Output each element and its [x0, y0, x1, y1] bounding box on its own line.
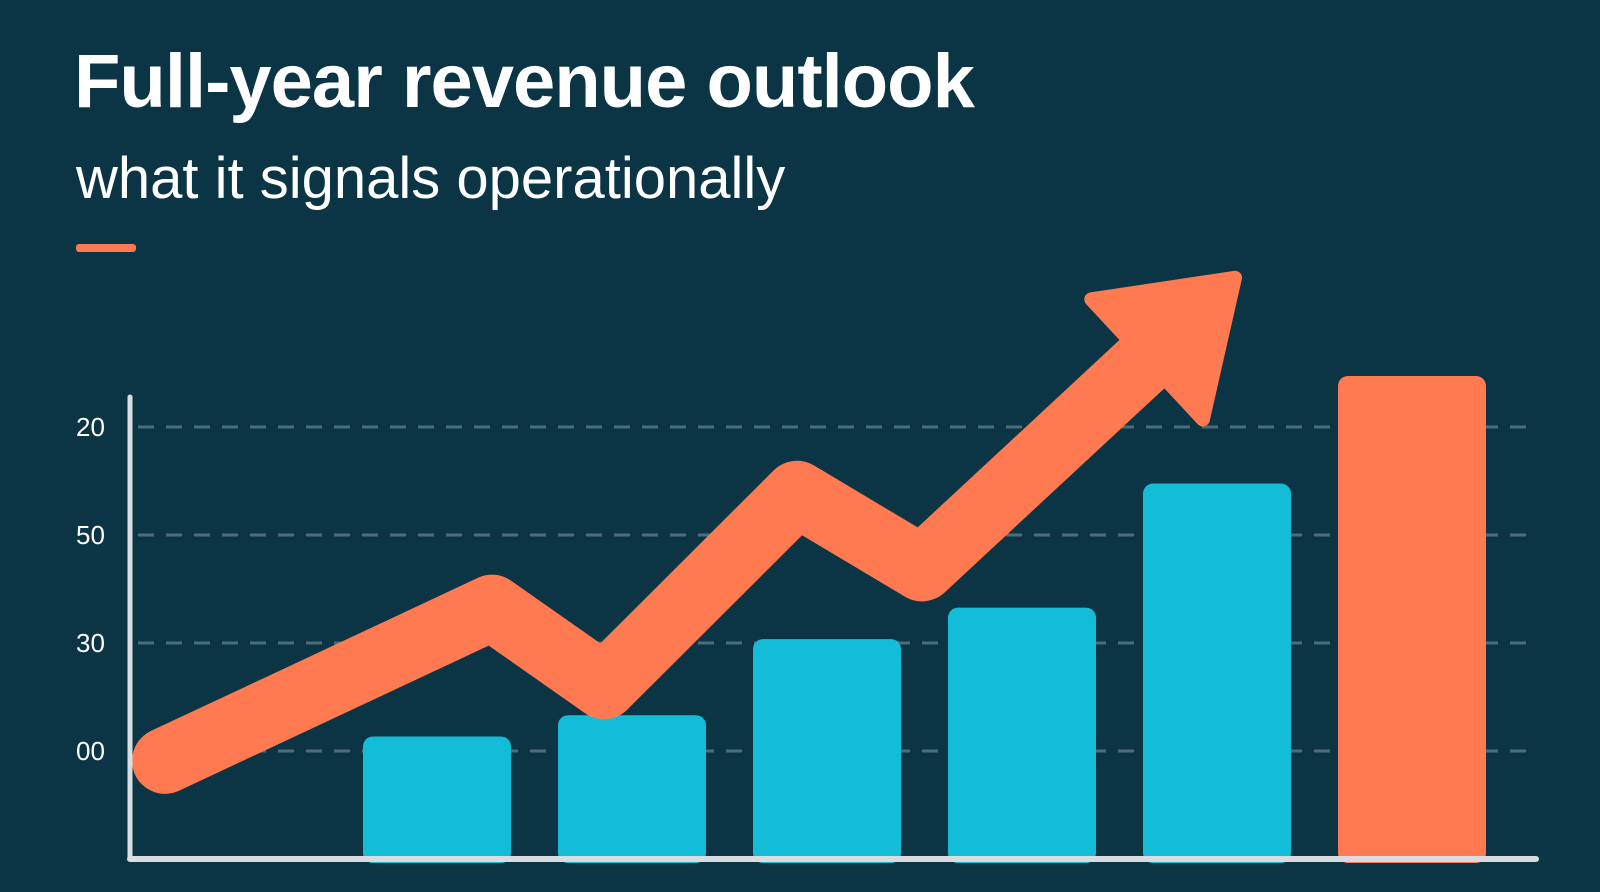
- bar-2: [558, 715, 706, 863]
- y-tick-label: 00: [76, 736, 105, 766]
- chart-title: Full-year revenue outlook: [74, 39, 975, 124]
- chart-subtitle: what it signals operationally: [76, 146, 786, 211]
- bar-3: [753, 639, 901, 863]
- bar-6: [1338, 375, 1486, 863]
- bar-1: [363, 736, 511, 863]
- bar-5: [1143, 483, 1291, 863]
- axes: [127, 394, 1539, 862]
- y-tick-labels: 20 50 30 00: [76, 412, 105, 766]
- y-tick-label: 30: [76, 628, 105, 658]
- bar-4: [948, 607, 1096, 863]
- accent-rule: [76, 244, 136, 252]
- bar-series: [363, 375, 1486, 863]
- trend-arrow-shaft: [132, 319, 1188, 794]
- trend-arrow: [132, 270, 1242, 794]
- y-tick-label: 50: [76, 520, 105, 550]
- trend-arrow-head: [1084, 270, 1242, 427]
- y-tick-label: 20: [76, 412, 105, 442]
